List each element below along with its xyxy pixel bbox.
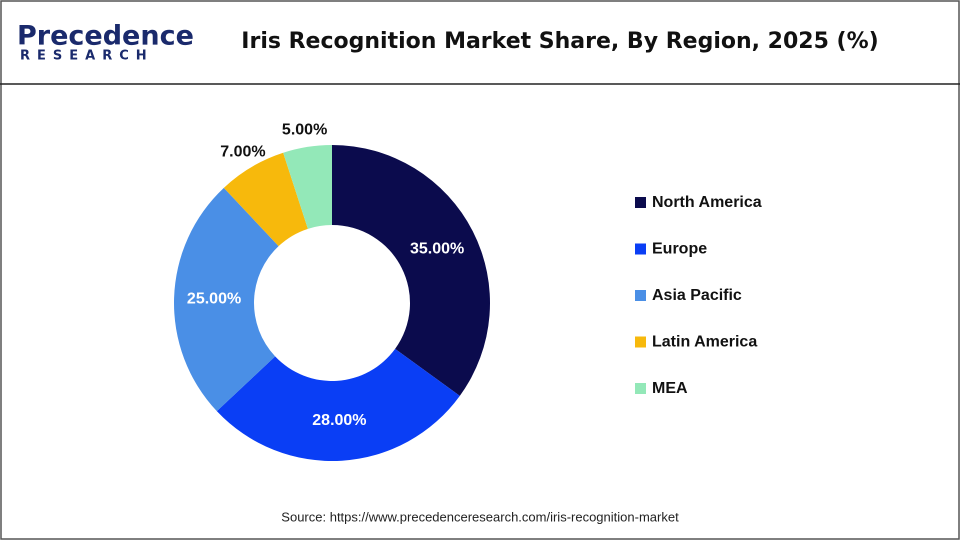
- legend-label: Latin America: [652, 334, 757, 351]
- data-label: 28.00%: [312, 412, 366, 429]
- legend-label: Europe: [652, 241, 707, 258]
- donut-slice: [283, 145, 332, 229]
- data-label: 35.00%: [410, 241, 464, 258]
- legend-swatch: [635, 243, 646, 255]
- chart-title: Iris Recognition Market Share, By Region…: [241, 29, 878, 54]
- data-label: 25.00%: [187, 291, 241, 308]
- source-note: Source: https://www.precedenceresearch.c…: [281, 509, 679, 524]
- legend-swatch: [635, 290, 646, 301]
- legend-swatch: [635, 383, 646, 394]
- legend-label: North America: [652, 194, 762, 211]
- legend-swatch: [635, 336, 646, 348]
- legend-swatch: [635, 197, 646, 208]
- data-label: 7.00%: [220, 144, 265, 161]
- logo-tagline: RESEARCH: [20, 49, 154, 64]
- donut-slice: [216, 348, 460, 461]
- data-label: 5.00%: [282, 121, 327, 138]
- legend-label: Asia Pacific: [652, 287, 742, 304]
- donut-slice: [332, 145, 490, 396]
- logo-name: Precedence: [17, 21, 194, 52]
- donut-slice: [223, 152, 308, 247]
- legend-label: MEA: [652, 380, 688, 397]
- donut-slice: [174, 187, 279, 412]
